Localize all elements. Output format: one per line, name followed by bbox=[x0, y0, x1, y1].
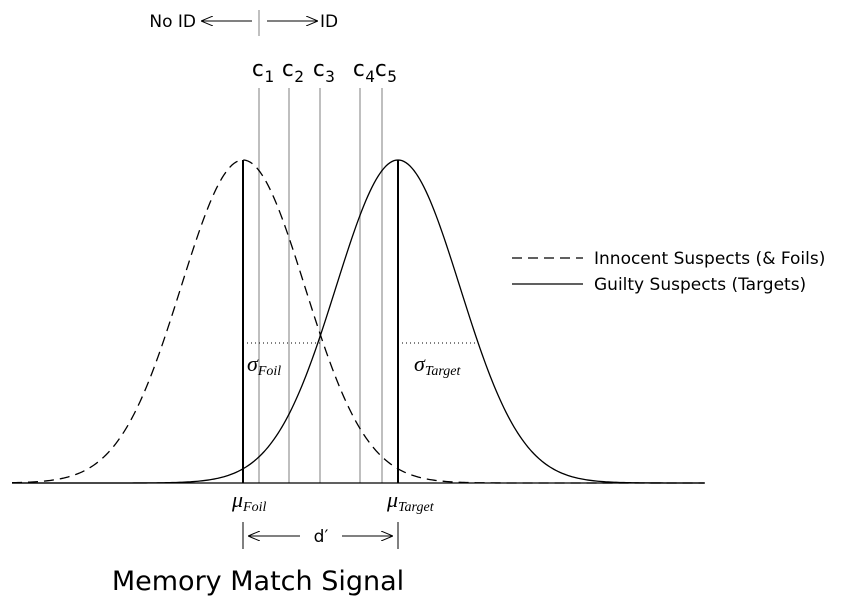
criterion-symbol: c bbox=[281, 57, 294, 82]
mu-foil: μFoil bbox=[231, 487, 266, 515]
sigma-target: σTarget bbox=[414, 351, 462, 379]
criterion-sub: 3 bbox=[325, 67, 335, 86]
criterion-label: c2 bbox=[281, 57, 304, 86]
d-prime: d′ bbox=[314, 527, 329, 547]
criteria: c1 c2 c3 c4 c5 bbox=[251, 57, 397, 483]
criterion-label: c4 bbox=[352, 57, 375, 86]
criterion-sub: 5 bbox=[387, 67, 397, 86]
criterion-sub: 2 bbox=[294, 67, 304, 86]
criterion-label: c5 bbox=[374, 57, 397, 86]
no-id-label: No ID bbox=[149, 12, 196, 32]
mu-target: μTarget bbox=[386, 487, 435, 515]
criterion-symbol: c bbox=[251, 57, 264, 82]
axis-label: Memory Match Signal bbox=[112, 566, 404, 597]
legend-label: Guilty Suspects (Targets) bbox=[594, 275, 806, 295]
criterion-label: c1 bbox=[251, 57, 274, 86]
criterion-symbol: c bbox=[352, 57, 365, 82]
foil-curve bbox=[11, 159, 704, 484]
criterion-sub: 4 bbox=[365, 67, 375, 86]
criterion-symbol: c bbox=[374, 57, 387, 82]
target-curve bbox=[12, 159, 704, 484]
id-label: ID bbox=[320, 12, 338, 32]
criterion-label: c3 bbox=[312, 57, 335, 86]
legend-label: Innocent Suspects (& Foils) bbox=[594, 249, 825, 269]
sigma-foil: σFoil bbox=[247, 351, 281, 379]
criterion-sub: 1 bbox=[264, 67, 274, 86]
criterion-symbol: c bbox=[312, 57, 325, 82]
